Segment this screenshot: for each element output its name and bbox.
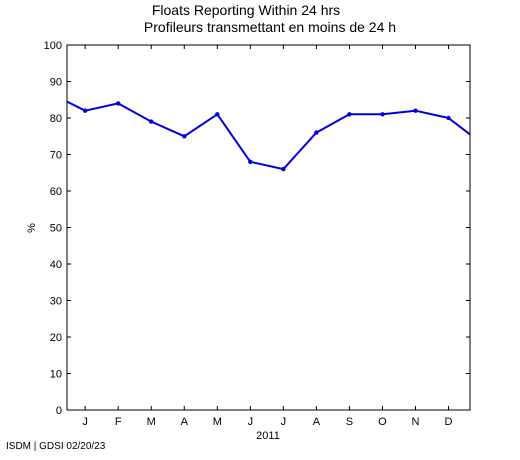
x-tick-label: J	[82, 416, 88, 428]
data-point	[347, 112, 352, 117]
y-tick-label: 100	[44, 40, 62, 52]
x-tick-label: A	[181, 416, 189, 428]
y-tick-label: 0	[56, 405, 62, 417]
x-tick-label: J	[281, 416, 287, 428]
y-tick-label: 10	[50, 369, 62, 381]
x-tick-label: M	[147, 416, 156, 428]
data-point	[215, 112, 220, 117]
data-point	[281, 166, 286, 172]
x-tick-label: D	[445, 416, 453, 428]
data-point	[446, 115, 451, 121]
data-point	[380, 112, 385, 117]
x-tick-label: M	[213, 416, 222, 428]
data-point	[248, 159, 253, 164]
y-tick-label: 80	[50, 113, 62, 125]
data-point	[83, 108, 88, 113]
footer-credit: ISDM | GDSI 02/20/23	[6, 441, 106, 452]
y-tick-label: 20	[50, 332, 62, 344]
data-point	[413, 108, 418, 113]
chart-subtitle: Profileurs transmettant en moins de 24 h	[144, 19, 396, 35]
data-point	[149, 119, 154, 124]
data-point	[182, 134, 187, 139]
y-tick-label: 60	[50, 186, 62, 198]
x-tick-label: O	[378, 416, 387, 428]
y-tick-label: 90	[50, 77, 62, 89]
x-tick-label: J	[248, 416, 254, 428]
x-tick-label: F	[115, 416, 122, 428]
plot-area: 0 10 20 30 40 50 60 70 80 90 100 J F M A M J J A S O N D	[44, 40, 471, 428]
data-point	[116, 101, 121, 106]
y-axis-label: %	[26, 223, 38, 233]
y-tick-label: 40	[50, 259, 62, 271]
y-tick-label: 70	[50, 150, 62, 162]
chart-title: Floats Reporting Within 24 hrs	[152, 2, 340, 18]
y-axis: 0 10 20 30 40 50 60 70 80 90 100	[44, 40, 470, 417]
y-tick-label: 50	[50, 223, 62, 235]
x-tick-label: N	[412, 416, 420, 428]
series-line	[66, 100, 471, 171]
y-tick-label: 30	[50, 296, 62, 308]
series-layer	[66, 100, 471, 172]
x-tick-label: S	[346, 416, 353, 428]
x-tick-label: A	[313, 416, 321, 428]
data-point	[314, 130, 319, 135]
x-axis-label: 2011	[256, 430, 280, 442]
